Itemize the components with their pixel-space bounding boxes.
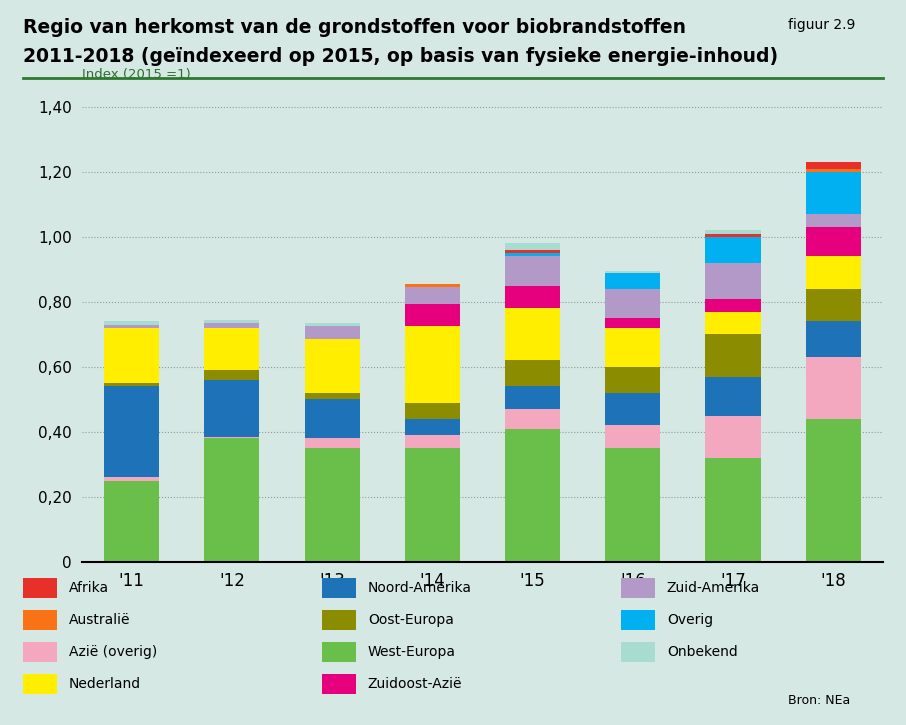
Bar xyxy=(805,257,861,289)
Bar xyxy=(505,250,560,253)
Text: Regio van herkomst van de grondstoffen voor biobrandstoffen: Regio van herkomst van de grondstoffen v… xyxy=(23,18,686,37)
Bar xyxy=(605,289,660,318)
Bar xyxy=(405,304,460,326)
Bar xyxy=(205,370,259,380)
Bar xyxy=(805,357,861,419)
Bar xyxy=(405,419,460,435)
Bar xyxy=(405,284,460,287)
Bar xyxy=(205,439,259,562)
Bar xyxy=(605,448,660,562)
Bar xyxy=(304,439,360,448)
Bar xyxy=(304,323,360,326)
Text: Zuidoost-Azië: Zuidoost-Azië xyxy=(368,676,462,691)
Bar xyxy=(304,339,360,393)
Bar xyxy=(706,231,760,233)
Bar xyxy=(505,360,560,386)
Text: Overig: Overig xyxy=(667,613,713,627)
Bar xyxy=(605,426,660,448)
Text: figuur 2.9: figuur 2.9 xyxy=(788,18,855,32)
Bar xyxy=(805,321,861,357)
Bar xyxy=(805,162,861,169)
Text: 2011-2018 (geïndexeerd op 2015, op basis van fysieke energie-inhoud): 2011-2018 (geïndexeerd op 2015, op basis… xyxy=(23,47,777,66)
Bar xyxy=(505,409,560,428)
Text: Afrika: Afrika xyxy=(69,581,109,595)
Bar xyxy=(104,386,159,477)
Text: Onbekend: Onbekend xyxy=(667,645,737,659)
Bar xyxy=(706,415,760,458)
Bar xyxy=(104,383,159,386)
Bar xyxy=(104,481,159,562)
Bar xyxy=(205,320,259,323)
Bar xyxy=(104,477,159,481)
Text: Oost-Europa: Oost-Europa xyxy=(368,613,454,627)
Bar xyxy=(205,380,259,436)
Bar xyxy=(706,376,760,415)
Bar xyxy=(805,289,861,321)
Bar xyxy=(405,287,460,304)
Bar xyxy=(205,323,259,328)
Text: Nederland: Nederland xyxy=(69,676,141,691)
Text: Zuid-Amerika: Zuid-Amerika xyxy=(667,581,760,595)
Bar xyxy=(605,328,660,367)
Text: Noord-Amerika: Noord-Amerika xyxy=(368,581,472,595)
Bar xyxy=(104,321,159,325)
Bar xyxy=(706,299,760,312)
Bar xyxy=(605,273,660,289)
Bar xyxy=(104,325,159,328)
Bar xyxy=(505,308,560,360)
Bar xyxy=(805,172,861,214)
Bar xyxy=(205,328,259,370)
Bar xyxy=(706,334,760,376)
Bar xyxy=(405,326,460,402)
Bar xyxy=(706,458,760,562)
Text: Index (2015 =1): Index (2015 =1) xyxy=(82,68,190,81)
Bar xyxy=(805,419,861,562)
Bar xyxy=(505,286,560,308)
Text: Azië (overig): Azië (overig) xyxy=(69,645,157,659)
Bar xyxy=(706,263,760,299)
Text: West-Europa: West-Europa xyxy=(368,645,456,659)
Bar xyxy=(405,402,460,419)
Bar xyxy=(505,253,560,257)
Bar xyxy=(304,326,360,339)
Bar xyxy=(304,448,360,562)
Bar xyxy=(505,428,560,562)
Bar xyxy=(304,399,360,439)
Bar xyxy=(805,169,861,172)
Bar xyxy=(405,435,460,448)
Bar xyxy=(605,271,660,273)
Text: Bron: NEa: Bron: NEa xyxy=(788,694,851,707)
Bar xyxy=(605,393,660,426)
Bar xyxy=(505,257,560,286)
Bar xyxy=(805,227,861,257)
Bar xyxy=(104,328,159,383)
Bar xyxy=(405,448,460,562)
Bar xyxy=(605,367,660,393)
Bar xyxy=(706,312,760,334)
Bar xyxy=(505,244,560,250)
Bar xyxy=(805,214,861,227)
Bar xyxy=(205,436,259,439)
Bar xyxy=(706,237,760,263)
Bar xyxy=(304,393,360,399)
Text: Australië: Australië xyxy=(69,613,130,627)
Bar xyxy=(505,386,560,409)
Bar xyxy=(706,233,760,237)
Bar xyxy=(605,318,660,328)
